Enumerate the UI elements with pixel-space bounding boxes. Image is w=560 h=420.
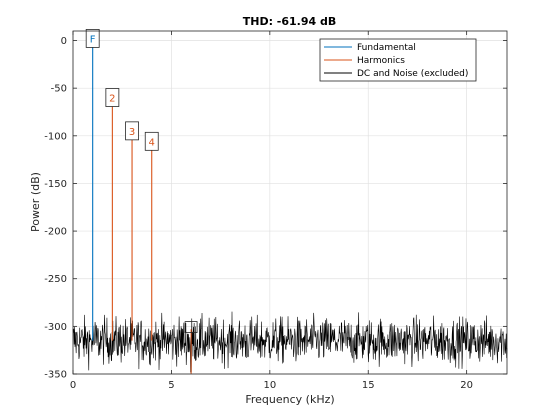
- marker-box: [125, 121, 139, 141]
- legend-label-fundamental: Fundamental: [357, 43, 416, 53]
- marker-box: [144, 131, 159, 151]
- marker-box: [85, 29, 100, 48]
- y-tick-label: 0: [61, 36, 67, 47]
- y-tick-label: -100: [44, 131, 67, 142]
- y-tick-label: -50: [51, 84, 67, 95]
- x-tick-label: 10: [263, 380, 276, 391]
- marker-box: [105, 88, 120, 107]
- x-tick-label: 0: [70, 380, 76, 391]
- marker-label: F: [90, 34, 96, 45]
- y-tick-label: -150: [44, 179, 67, 190]
- markers-layer: F 2 3 4: [85, 29, 159, 151]
- noise-layer: [72, 311, 508, 373]
- y-tick-label: -200: [44, 227, 67, 238]
- y-tick-label: -350: [44, 370, 67, 381]
- stems-layer: [92, 42, 198, 374]
- noise-trace: [72, 311, 508, 373]
- y-tick-label: -300: [44, 322, 67, 333]
- marker-label: 2: [109, 94, 115, 105]
- legend-label-noise: DC and Noise (excluded): [357, 69, 468, 79]
- x-tick-label: 20: [460, 380, 473, 391]
- excluded-dip-box: [184, 321, 198, 333]
- y-tick-label: -250: [44, 274, 67, 285]
- legend: Fundamental Harmonics DC and Noise (excl…: [319, 38, 477, 82]
- x-tick-label: 5: [168, 380, 174, 391]
- x-axis-label: Frequency (kHz): [245, 393, 334, 406]
- marker-label: 4: [149, 137, 155, 148]
- y-axis-label: Power (dB): [29, 172, 42, 232]
- plot-frame: [72, 30, 508, 375]
- axis-ticks: 0 5 10 15 20 0 -50 -100 -150 -200 -250 -300 -350: [44, 31, 507, 391]
- x-tick-label: 15: [362, 380, 375, 391]
- chart-title: THD: -61.94 dB: [243, 15, 337, 28]
- legend-label-harmonics: Harmonics: [357, 56, 405, 66]
- marker-label: 3: [129, 127, 135, 138]
